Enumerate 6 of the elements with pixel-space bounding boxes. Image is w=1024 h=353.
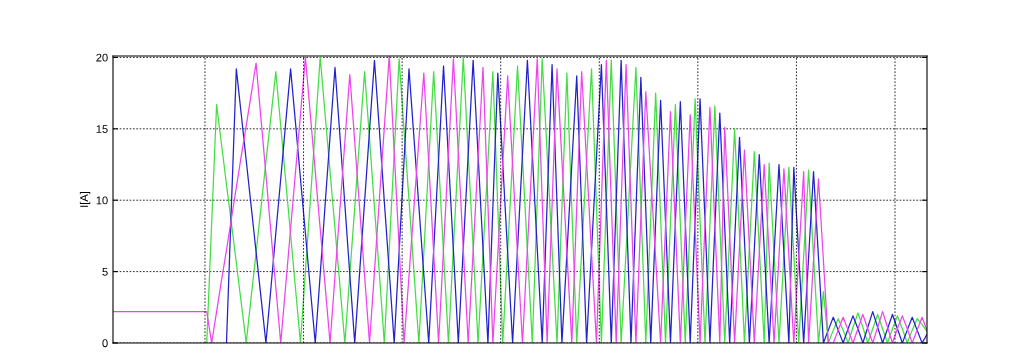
y-tick-label: 5 — [102, 267, 108, 276]
y-axis-title: I[A] — [79, 191, 91, 207]
y-tick-label: 20 — [96, 53, 108, 62]
y-tick-label: 0 — [102, 339, 108, 348]
y-tick-label: 10 — [96, 196, 108, 205]
y-tick-label: 15 — [96, 125, 108, 133]
